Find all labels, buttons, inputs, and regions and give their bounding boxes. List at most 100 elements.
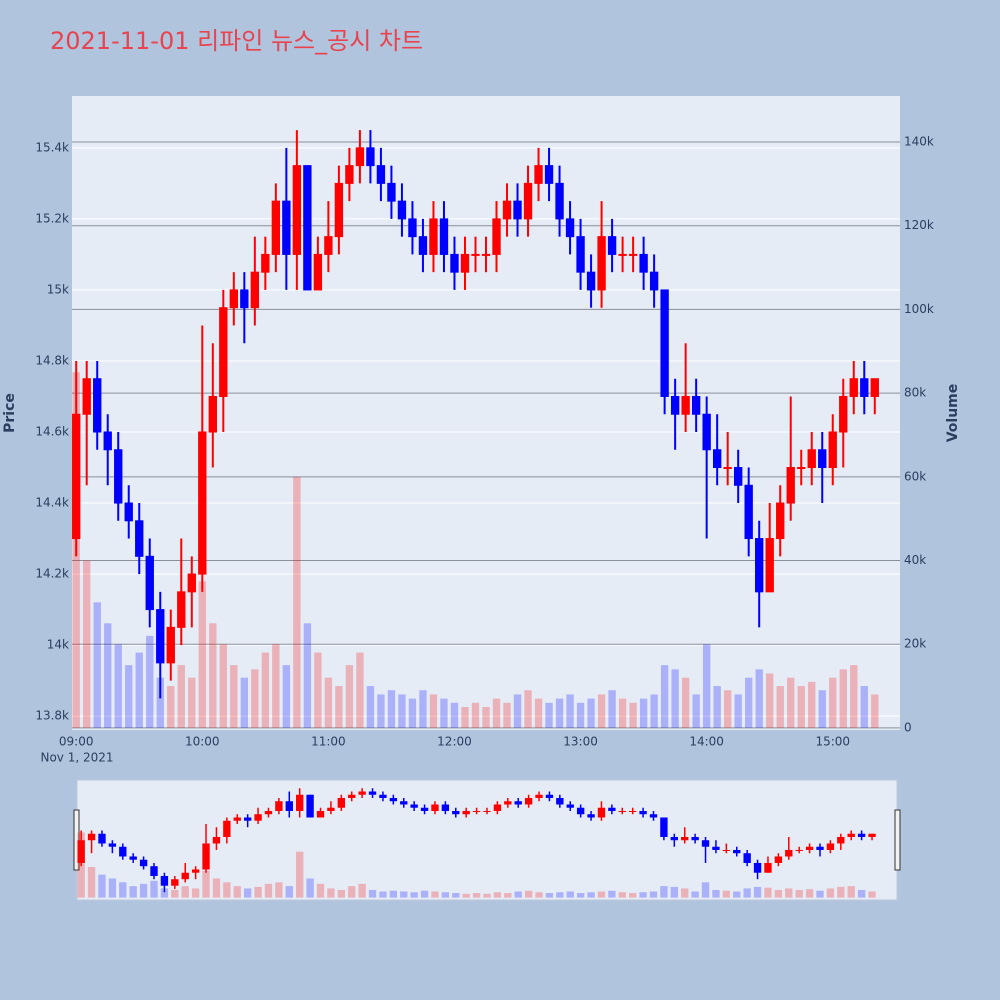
slider-volume-bar: [212, 878, 221, 898]
slider-volume-bar: [285, 886, 293, 898]
slider-candle-body: [576, 807, 585, 815]
y2-axis-title: Volume: [945, 384, 961, 443]
slider-volume-bar: [181, 886, 189, 898]
slider-volume-bar: [139, 883, 148, 898]
slider-candle-body: [514, 801, 522, 805]
volume-bar: [104, 623, 112, 728]
y2-tick-label: 40k: [904, 553, 926, 567]
volume-bar: [629, 702, 637, 728]
slider-candle-body: [805, 846, 814, 850]
slider-volume-bar: [306, 878, 314, 898]
candle-body: [607, 236, 617, 255]
candle-body: [534, 165, 543, 184]
volume-bar: [135, 652, 143, 728]
slider-volume-bar: [296, 851, 304, 898]
slider-volume-bar: [483, 893, 491, 898]
slider-candle-body: [139, 859, 148, 867]
x-tick-label: 12:00: [437, 735, 472, 749]
candle-body: [114, 449, 123, 504]
candle-body: [797, 467, 806, 470]
volume-bar: [808, 681, 816, 728]
x-tick-label: 11:00: [311, 735, 346, 749]
slider-candle-body: [129, 856, 137, 860]
volume-bar: [597, 694, 606, 728]
candle-body: [208, 395, 217, 433]
volume-bar: [356, 652, 364, 728]
range-slider[interactable]: [76, 779, 898, 901]
slider-volume-bar: [223, 882, 231, 898]
candle-body: [828, 431, 837, 469]
slider-volume-bar: [576, 893, 585, 898]
slider-candle-body: [472, 810, 481, 812]
slider-candle-body: [556, 797, 564, 805]
slider-volume-bar: [431, 891, 439, 898]
slider-candle-body: [753, 862, 762, 873]
candle-body: [418, 236, 428, 255]
candle-body: [723, 467, 732, 470]
slider-candle-body: [275, 801, 283, 811]
slider-volume-bar: [618, 892, 626, 898]
slider-candle-body: [649, 814, 658, 818]
range-handle[interactable]: [73, 809, 80, 871]
slider-volume-bar: [452, 893, 460, 898]
slider-candle-body: [379, 794, 387, 798]
y2-tick-label: 80k: [904, 386, 926, 400]
volume-bar: [282, 665, 291, 728]
slider-candle-body: [785, 849, 793, 857]
slider-volume-bar: [733, 891, 741, 898]
slider-volume-bar: [847, 886, 855, 898]
volume-bar: [492, 698, 501, 728]
candle-body: [807, 449, 816, 469]
slider-candle-body: [150, 866, 158, 876]
chart-title: 2021-11-01 리파인 뉴스_공시 차트: [50, 27, 423, 55]
slider-candle-body: [223, 820, 231, 837]
candle-body: [355, 147, 365, 167]
slider-candle-body: [410, 804, 418, 808]
slider-volume-bar: [462, 893, 470, 898]
volume-bar: [702, 644, 711, 728]
x-tick-label: 09:00: [59, 735, 94, 749]
slider-volume-bar: [472, 893, 481, 898]
volume-bar: [797, 686, 805, 728]
volume-bar: [177, 665, 185, 728]
candle-body: [691, 395, 701, 415]
slider-candle-body: [400, 801, 408, 805]
slider-candle-body: [285, 801, 293, 811]
candle-body: [187, 573, 196, 593]
slider-volume-bar: [327, 888, 335, 898]
candle-body: [576, 236, 585, 273]
slider-candle-body: [816, 846, 824, 850]
slider-candle-body: [337, 797, 345, 808]
volume-bar: [198, 581, 206, 728]
slider-candle-body: [681, 836, 689, 841]
slider-candle-body: [857, 833, 866, 837]
slider-candle-body: [296, 794, 304, 811]
range-handle[interactable]: [894, 809, 901, 871]
volume-bar: [681, 677, 690, 728]
slider-candle-body: [119, 846, 127, 857]
slider-volume-bar: [264, 883, 273, 898]
slider-volume-bar: [337, 889, 345, 898]
volume-bar: [261, 652, 270, 728]
x-date-label: Nov 1, 2021: [40, 751, 113, 765]
candle-body: [345, 165, 354, 184]
slider-candle-body: [774, 856, 783, 863]
slider-volume-bar: [857, 889, 866, 898]
volume-bar: [450, 702, 459, 728]
candle-body: [397, 200, 407, 220]
candle-body: [303, 165, 312, 291]
slider-candle-body: [566, 804, 574, 808]
candle-body: [292, 165, 302, 255]
volume-bar: [660, 665, 669, 728]
slider-candle-body: [254, 814, 262, 821]
slider-candle-body: [847, 833, 855, 837]
slider-candle-body: [691, 836, 699, 841]
slider-volume-bar: [722, 890, 731, 898]
candle-body: [839, 395, 848, 433]
slider-volume-bar: [837, 886, 845, 898]
candle-body: [156, 609, 165, 664]
candle-body: [460, 253, 470, 273]
candle-body: [166, 626, 175, 664]
candle-body: [618, 253, 627, 256]
